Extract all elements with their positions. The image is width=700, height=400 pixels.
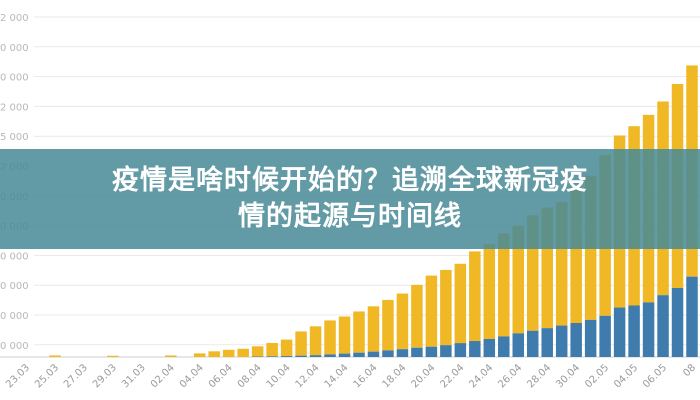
bar-segment-upper — [512, 226, 525, 334]
title-banner: 疫情是啥时候开始的？追溯全球新冠疫 情的起源与时间线 — [0, 149, 700, 249]
bar-segment-lower — [425, 346, 438, 357]
x-tick-label: 04.04 — [178, 362, 206, 390]
y-tick-label: 5 000 — [0, 132, 29, 143]
bar-segment-upper — [165, 355, 177, 357]
x-tick-label: 27.03 — [62, 362, 90, 390]
bar-segment-lower — [367, 351, 380, 357]
y-tick-label: 0 000 — [0, 341, 29, 352]
bar-segment-lower — [440, 345, 452, 357]
bar-segment-upper — [266, 342, 278, 357]
bar-segment-upper — [49, 355, 61, 357]
bar-segment-lower — [555, 325, 568, 357]
bar-segment-lower — [584, 319, 597, 357]
y-tick-label: 2 000 — [0, 102, 29, 113]
bar-segment-upper — [382, 299, 394, 351]
bar-segment-upper — [251, 346, 264, 357]
bar-segment-upper — [193, 353, 206, 357]
bar-segment-lower — [613, 307, 626, 357]
bar-segment-upper — [570, 185, 582, 323]
bar-segment-upper — [338, 316, 351, 354]
bar-segment-lower — [411, 347, 423, 357]
title-line-2: 情的起源与时间线 — [238, 201, 462, 232]
x-tick-label: 08.04 — [236, 362, 264, 390]
x-tick-label: 23.03 — [4, 362, 32, 390]
bar-segment-upper — [107, 355, 119, 357]
bar-segment-upper — [483, 244, 496, 339]
x-tick-label: 29.03 — [91, 362, 119, 390]
bar-segment-lower — [657, 295, 669, 357]
x-tick-label: 06.04 — [207, 362, 235, 390]
bar-segment-upper — [396, 293, 409, 350]
bar-segment-lower — [642, 302, 655, 357]
bar-segment-lower — [686, 276, 698, 357]
x-tick-label: 30.04 — [554, 362, 582, 390]
bar-segment-upper — [526, 215, 539, 331]
bar-segment-upper — [541, 207, 553, 329]
bar-segment-lower — [454, 343, 467, 357]
y-tick-label: 0 000 — [0, 311, 29, 322]
bar-segment-lower — [483, 338, 496, 357]
y-tick-label: 0 000 — [0, 73, 29, 84]
x-tick-label: 04.05 — [612, 362, 640, 390]
x-tick-label: 25.03 — [33, 362, 61, 390]
bar-segment-lower — [309, 355, 322, 357]
bar-segment-lower — [526, 330, 539, 357]
bar-segment-upper — [411, 284, 423, 348]
x-tick-label: 16.04 — [352, 362, 380, 390]
x-tick-label: 02.05 — [583, 362, 611, 390]
bar-segment-upper — [498, 233, 510, 337]
bar-segment-upper — [237, 348, 249, 357]
x-tick-label: 18.04 — [381, 362, 409, 390]
bar-segment-lower — [498, 336, 510, 357]
bar-segment-lower — [541, 328, 553, 357]
x-tick-label: 14.04 — [323, 362, 351, 390]
x-tick-label: 10.04 — [265, 362, 293, 390]
bar-segment-upper — [324, 320, 336, 355]
bar-segment-upper — [555, 201, 568, 326]
bar-segment-lower — [295, 355, 307, 357]
bar-segment-upper — [280, 339, 293, 357]
bar-segment-lower — [280, 356, 293, 357]
bar-segment-lower — [266, 356, 278, 357]
bar-segment-upper — [469, 251, 481, 342]
x-tick-label: 28.04 — [525, 362, 553, 390]
bar-segment-lower — [570, 323, 582, 357]
x-tick-label: 08 — [681, 362, 698, 379]
x-tick-label: 26.04 — [496, 362, 524, 390]
bar-segment-lower — [324, 354, 336, 357]
bar-segment-upper — [425, 275, 438, 347]
y-tick-label: 0 000 — [0, 281, 29, 292]
x-tick-label: 06.05 — [641, 362, 669, 390]
bar-segment-upper — [440, 269, 452, 346]
bar-segment-upper — [208, 351, 220, 357]
x-tick-label: 31.03 — [120, 362, 148, 390]
x-tick-label: 24.04 — [467, 362, 495, 390]
bar-segment-lower — [353, 352, 365, 357]
title-line-1: 疫情是啥时候开始的？追溯全球新冠疫 — [112, 165, 588, 196]
bar-segment-lower — [599, 315, 611, 357]
bar-segment-lower — [671, 287, 684, 357]
bar-segment-lower — [396, 349, 409, 357]
bar-segment-lower — [469, 341, 481, 357]
bar-segment-lower — [628, 305, 640, 357]
x-tick-label: 22.04 — [438, 362, 466, 390]
y-tick-label: 0 000 — [0, 251, 29, 262]
bar-segment-upper — [454, 263, 467, 344]
bar-segment-lower — [512, 333, 525, 357]
bar-segment-upper — [295, 331, 307, 356]
x-tick-label: 02.04 — [149, 362, 177, 390]
x-tick-label: 12.04 — [294, 362, 322, 390]
x-axis-ticks: 23.03 25.03 27.03 29.03 31.03 02.04 04.04 06.04… — [4, 362, 698, 390]
bar-segment-lower — [382, 350, 394, 357]
bar-segment-upper — [353, 311, 365, 353]
y-tick-label: 0 000 — [0, 43, 29, 54]
bar-segment-lower — [338, 353, 351, 357]
y-tick-label: 2 000 — [0, 13, 29, 24]
bar-segment-upper — [222, 349, 235, 357]
x-tick-label: 20.04 — [409, 362, 437, 390]
bar-segment-upper — [367, 306, 380, 352]
bar-segment-upper — [309, 326, 322, 356]
